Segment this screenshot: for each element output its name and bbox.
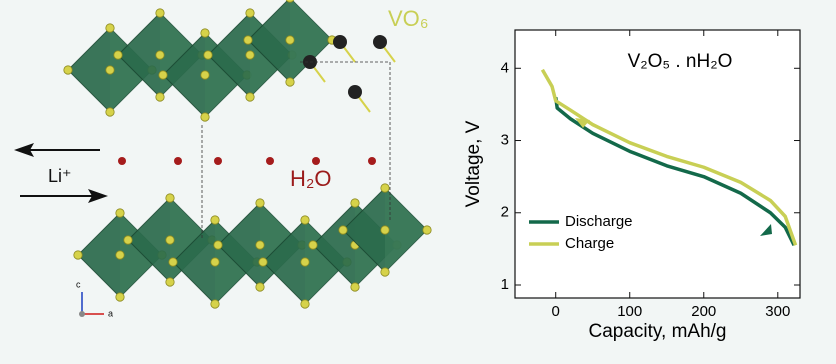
oxygen-atom bbox=[255, 240, 265, 250]
oxygen-atom bbox=[285, 77, 295, 87]
x-tick-label: 200 bbox=[691, 303, 716, 320]
oxygen-atom bbox=[350, 198, 360, 208]
oxygen-atom bbox=[255, 282, 265, 292]
li-label: Li⁺ bbox=[48, 166, 72, 186]
oxygen-atom bbox=[165, 193, 175, 203]
oxygen-atom bbox=[285, 35, 295, 45]
oxygen-atom bbox=[422, 225, 432, 235]
crystal-structure bbox=[63, 0, 432, 309]
water-molecule bbox=[368, 157, 376, 165]
water-molecule bbox=[174, 157, 182, 165]
x-tick-label: 300 bbox=[765, 303, 790, 320]
oxygen-atom bbox=[338, 225, 348, 235]
h2o-label: H₂O bbox=[290, 166, 332, 191]
axis-c-label: c bbox=[76, 279, 81, 289]
chart: 0 100 200 300 1 2 3 4 Capacity, mAh/g Voltage, V V… bbox=[463, 29, 801, 342]
legend-label: Discharge bbox=[565, 213, 633, 230]
oxygen-atom bbox=[308, 240, 318, 250]
oxygen-atom bbox=[210, 257, 220, 267]
x-tick-label: 0 bbox=[552, 303, 560, 320]
x-tick-label: 100 bbox=[617, 303, 642, 320]
oxygen-atom bbox=[115, 292, 125, 302]
oxygen-atom bbox=[123, 235, 133, 245]
y-axis-label: Voltage, V bbox=[463, 120, 484, 207]
y-tick-label: 1 bbox=[501, 276, 509, 293]
legend-label: Charge bbox=[565, 235, 614, 252]
axis-a-label: a bbox=[108, 308, 113, 318]
octahedron-face bbox=[385, 188, 427, 272]
vanadium-atom bbox=[373, 35, 387, 49]
water-molecule bbox=[312, 157, 320, 165]
oxygen-atom bbox=[213, 240, 223, 250]
oxygen-atom bbox=[168, 257, 178, 267]
chart-title: V₂O₅ . nH₂O bbox=[628, 51, 733, 72]
oxygen-atom bbox=[63, 65, 73, 75]
oxygen-atom bbox=[245, 8, 255, 18]
oxygen-atom bbox=[380, 225, 390, 235]
oxygen-atom bbox=[210, 299, 220, 309]
oxygen-atom bbox=[73, 250, 83, 260]
oxygen-atom bbox=[203, 50, 213, 60]
oxygen-atom bbox=[300, 215, 310, 225]
arrowhead bbox=[88, 189, 108, 203]
oxygen-atom bbox=[380, 183, 390, 193]
oxygen-atom bbox=[350, 282, 360, 292]
series-line bbox=[540, 68, 798, 246]
oxygen-atom bbox=[300, 257, 310, 267]
oxygen-atom bbox=[243, 35, 253, 45]
y-tick-label: 4 bbox=[501, 59, 509, 76]
direction-arrow bbox=[575, 118, 590, 128]
oxygen-atom bbox=[210, 215, 220, 225]
oxygen-atom bbox=[300, 299, 310, 309]
oxygen-atom bbox=[200, 28, 210, 38]
oxygen-atom bbox=[105, 23, 115, 33]
oxygen-atom bbox=[258, 257, 268, 267]
oxygen-atom bbox=[285, 0, 295, 3]
octahedron-face bbox=[290, 0, 332, 82]
vo6-label: VO₆ bbox=[388, 6, 429, 31]
octahedron-face bbox=[110, 28, 152, 112]
water-molecule bbox=[214, 157, 222, 165]
vanadium-atom bbox=[348, 85, 362, 99]
oxygen-atom bbox=[115, 250, 125, 260]
oxygen-atom bbox=[200, 112, 210, 122]
origin bbox=[79, 311, 85, 317]
octahedron-face bbox=[305, 220, 347, 304]
oxygen-atom bbox=[158, 70, 168, 80]
vanadium-atom bbox=[333, 35, 347, 49]
oxygen-atom bbox=[155, 50, 165, 60]
arrowhead bbox=[14, 143, 34, 157]
oxygen-atom bbox=[115, 208, 125, 218]
oxygen-atom bbox=[165, 277, 175, 287]
x-axis-label: Capacity, mAh/g bbox=[589, 321, 727, 342]
oxygen-atom bbox=[245, 50, 255, 60]
series-line bbox=[553, 96, 796, 247]
oxygen-atom bbox=[165, 235, 175, 245]
oxygen-atom bbox=[380, 267, 390, 277]
oxygen-atom bbox=[105, 107, 115, 117]
oxygen-atom bbox=[113, 50, 123, 60]
oxygen-atom bbox=[155, 92, 165, 102]
oxygen-atom bbox=[155, 8, 165, 18]
water-molecule bbox=[266, 157, 274, 165]
octahedron-face bbox=[120, 213, 162, 297]
y-tick-label: 2 bbox=[501, 204, 509, 221]
y-tick-label: 3 bbox=[501, 131, 509, 148]
oxygen-atom bbox=[200, 70, 210, 80]
oxygen-atom bbox=[255, 198, 265, 208]
oxygen-atom bbox=[245, 92, 255, 102]
oxygen-atom bbox=[105, 65, 115, 75]
direction-arrow bbox=[760, 224, 772, 236]
water-molecule bbox=[118, 157, 126, 165]
